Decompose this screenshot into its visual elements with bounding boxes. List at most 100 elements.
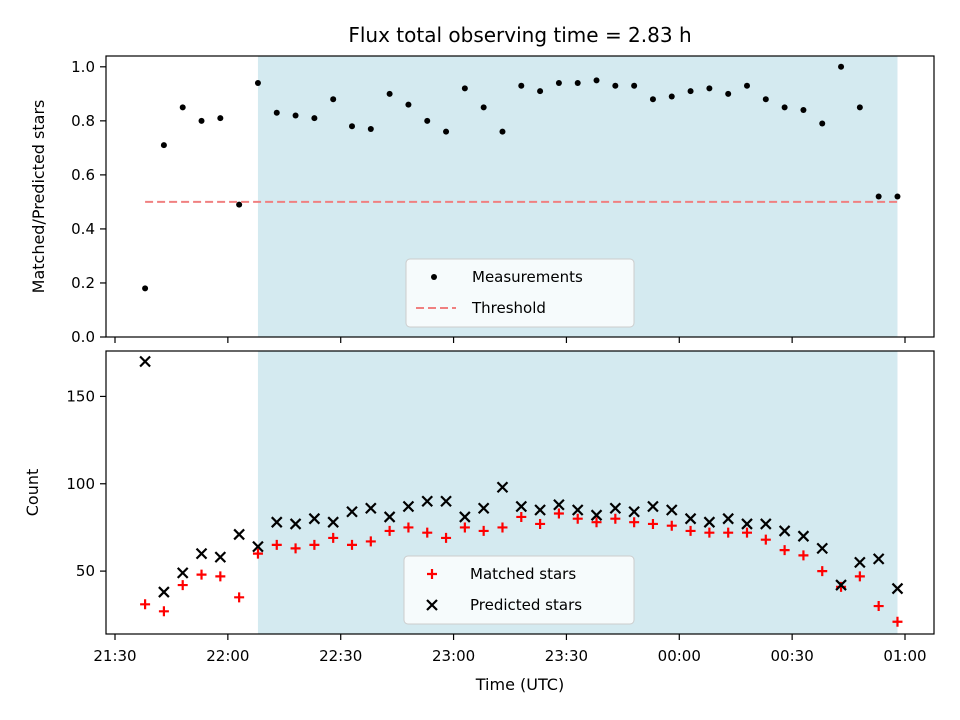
legend: Matched stars Predicted stars [403, 555, 635, 625]
predicted-star-point [872, 553, 885, 565]
panel-1: 0.0 0.2 0.4 0.6 0.8 1.0 Matched/Predicted star… [29, 55, 935, 346]
predicted-star-point [383, 511, 396, 523]
measurement-point [574, 80, 581, 87]
matched-star-point [290, 543, 301, 554]
measurement-point [405, 101, 412, 108]
matched-star-point [252, 548, 263, 559]
y-tick-label: 0.4 [71, 220, 95, 238]
measurement-point [236, 201, 243, 208]
series-matched-stars [140, 508, 903, 627]
predicted-star-point [289, 518, 302, 530]
matched-star-point [854, 571, 865, 582]
legend-label: Threshold [471, 299, 546, 317]
predicted-star-point [252, 540, 264, 553]
measurement-point [349, 123, 355, 130]
y-tick-label: 0.0 [71, 328, 95, 346]
measurement-point [461, 85, 468, 92]
predicted-star-point [609, 502, 622, 514]
predicted-star-point [797, 530, 810, 542]
predicted-star-point [854, 556, 866, 569]
measurement-point [781, 104, 788, 111]
matched-star-point [177, 580, 188, 591]
measurement-point [367, 125, 374, 132]
matched-star-point [760, 534, 771, 545]
predicted-star-point [628, 505, 640, 518]
matched-star-point [535, 518, 546, 529]
y-tick-label: 1.0 [71, 58, 95, 76]
predicted-star-point [515, 500, 528, 513]
x-tick-label: 21:30 [93, 647, 136, 665]
measurement-point [838, 63, 845, 70]
predicted-star-point [365, 502, 377, 514]
matched-star-point [836, 581, 847, 592]
matched-star-point [685, 525, 696, 536]
measurement-point [198, 117, 205, 124]
predicted-star-point [496, 481, 509, 494]
y-axis-label: Matched/Predicted stars [29, 100, 48, 294]
predicted-star-point [176, 567, 189, 579]
predicted-star-point [158, 586, 170, 598]
predicted-star-point [308, 512, 321, 525]
measurement-point [292, 112, 299, 119]
measurement-point [311, 115, 318, 122]
predicted-star-point [534, 504, 546, 516]
matched-star-point [215, 571, 226, 582]
predicted-star-point [571, 504, 584, 516]
predicted-star-point [553, 498, 565, 511]
legend-label: Measurements [472, 268, 583, 286]
matched-star-point [271, 539, 282, 550]
matched-star-point [328, 532, 339, 543]
measurement-point [593, 77, 600, 84]
matched-star-point [441, 532, 452, 543]
measurement-point [480, 104, 487, 111]
measurement-point [499, 128, 506, 135]
x-axis-label: Time (UTC) [475, 675, 564, 694]
legend: Measurements Threshold [405, 258, 635, 328]
matched-star-point [723, 527, 734, 538]
measurement-point [744, 82, 750, 89]
matched-star-point [516, 511, 527, 522]
matched-star-point [704, 527, 715, 538]
predicted-star-point [760, 518, 772, 530]
predicted-star-point [233, 528, 245, 541]
matched-star-point [779, 545, 790, 556]
predicted-star-point [835, 579, 847, 591]
matched-star-point [158, 606, 169, 617]
chart-title: Flux total observing time = 2.83 h [348, 23, 691, 47]
series-predicted-stars [139, 355, 904, 598]
matched-star-point [553, 508, 564, 519]
matched-star-point [742, 527, 752, 538]
predicted-star-point [684, 512, 697, 525]
measurement-point [819, 120, 826, 127]
y-axis-label: Count [23, 469, 42, 517]
measurement-point [537, 88, 544, 95]
measurement-point [894, 193, 901, 200]
legend-predicted-swatch [426, 599, 438, 611]
predicted-star-point [402, 500, 415, 513]
panel-2: 50 100 150 21:30 22:00 22:30 23:00 23:30 00:00 00… [23, 350, 935, 694]
x-tick-label: 23:30 [545, 647, 588, 665]
matched-star-point [347, 539, 357, 550]
measurement-point [762, 96, 769, 103]
predicted-star-point [703, 516, 716, 528]
matched-star-point [610, 513, 621, 524]
predicted-star-point [477, 502, 490, 514]
measurement-point [555, 80, 562, 87]
measurement-point [179, 104, 186, 111]
predicted-star-point [816, 542, 829, 555]
legend-box [403, 555, 635, 625]
predicted-star-point [459, 511, 471, 523]
matched-star-point [309, 539, 320, 550]
measurement-point [254, 80, 261, 87]
measurement-point [386, 90, 393, 97]
measurement-point [160, 142, 167, 149]
matched-star-point [497, 522, 508, 533]
x-tick-label: 22:00 [206, 647, 249, 665]
series-measurements [142, 63, 901, 292]
measurement-point [518, 82, 525, 89]
matched-star-point [873, 601, 884, 612]
measurement-point [668, 93, 675, 100]
measurement-point [856, 104, 863, 111]
matched-star-point [459, 522, 470, 533]
y-tick-label: 50 [76, 562, 95, 580]
